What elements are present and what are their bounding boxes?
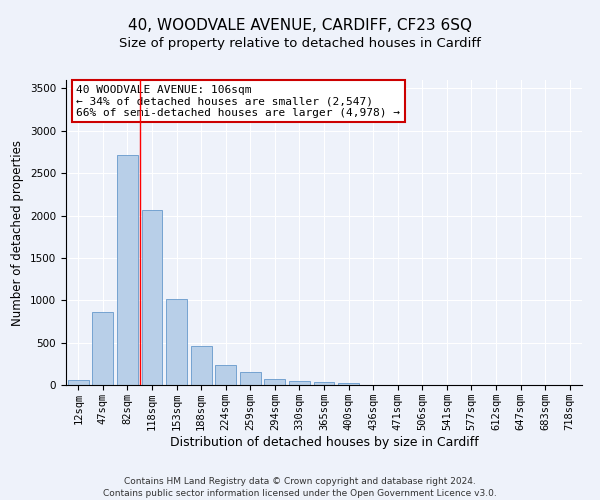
Bar <box>215 365 236 385</box>
Bar <box>142 210 163 385</box>
Text: Size of property relative to detached houses in Cardiff: Size of property relative to detached ho… <box>119 38 481 51</box>
Bar <box>240 372 261 385</box>
Bar <box>289 381 310 385</box>
Bar <box>338 383 359 385</box>
Bar <box>314 382 334 385</box>
Text: 40 WOODVALE AVENUE: 106sqm
← 34% of detached houses are smaller (2,547)
66% of s: 40 WOODVALE AVENUE: 106sqm ← 34% of deta… <box>76 84 400 118</box>
Text: Contains HM Land Registry data © Crown copyright and database right 2024.
Contai: Contains HM Land Registry data © Crown c… <box>103 476 497 498</box>
Bar <box>117 154 138 385</box>
Y-axis label: Number of detached properties: Number of detached properties <box>11 140 25 326</box>
Bar <box>166 300 187 385</box>
Bar <box>265 380 286 385</box>
Bar <box>191 346 212 385</box>
Bar <box>68 380 89 385</box>
X-axis label: Distribution of detached houses by size in Cardiff: Distribution of detached houses by size … <box>170 436 478 448</box>
Bar <box>92 312 113 385</box>
Text: 40, WOODVALE AVENUE, CARDIFF, CF23 6SQ: 40, WOODVALE AVENUE, CARDIFF, CF23 6SQ <box>128 18 472 32</box>
